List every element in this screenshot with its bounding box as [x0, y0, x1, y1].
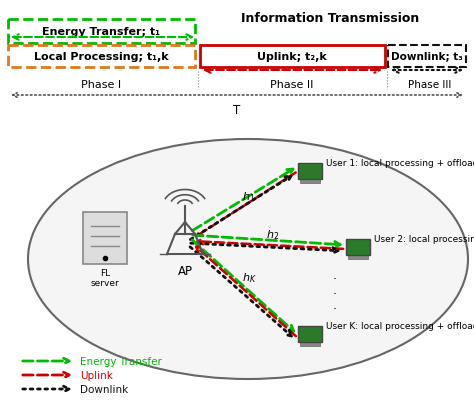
Text: Energy Transfer; t₁: Energy Transfer; t₁	[42, 27, 160, 37]
Text: Downlink: Downlink	[80, 384, 128, 394]
Text: Energy Transfer: Energy Transfer	[80, 356, 162, 366]
Text: $h_2$: $h_2$	[266, 228, 280, 241]
Text: Phase II: Phase II	[270, 80, 314, 90]
Text: FL
server: FL server	[91, 269, 119, 288]
Text: Uplink: Uplink	[80, 370, 113, 380]
Text: User K: local processing + offloading: User K: local processing + offloading	[326, 322, 474, 331]
Text: Local Processing; t₁,k: Local Processing; t₁,k	[34, 52, 168, 62]
Bar	[298, 164, 322, 179]
Text: Uplink; t₂,k: Uplink; t₂,k	[257, 52, 327, 62]
Text: ·
·
·: · · ·	[333, 273, 337, 316]
Bar	[8, 46, 195, 68]
Text: User 2: local processing + offloading: User 2: local processing + offloading	[374, 235, 474, 244]
Bar	[200, 46, 385, 68]
Text: Phase I: Phase I	[81, 80, 121, 90]
Bar	[300, 342, 320, 346]
Text: $h_K$: $h_K$	[242, 271, 256, 285]
Text: AP: AP	[177, 264, 192, 277]
Bar	[298, 326, 322, 342]
Ellipse shape	[28, 140, 468, 379]
Text: Information Transmission: Information Transmission	[241, 12, 419, 25]
Bar	[346, 239, 370, 256]
Text: $h_1$: $h_1$	[242, 190, 255, 203]
Text: T: T	[233, 104, 241, 117]
Bar	[388, 46, 466, 68]
Text: User 1: local processing + offloading: User 1: local processing + offloading	[326, 159, 474, 168]
Text: Downlink; t₃: Downlink; t₃	[391, 52, 463, 62]
Bar	[8, 20, 195, 44]
Bar	[83, 213, 127, 264]
Text: Phase III: Phase III	[408, 80, 452, 90]
Bar	[348, 256, 368, 259]
Bar	[300, 179, 320, 183]
